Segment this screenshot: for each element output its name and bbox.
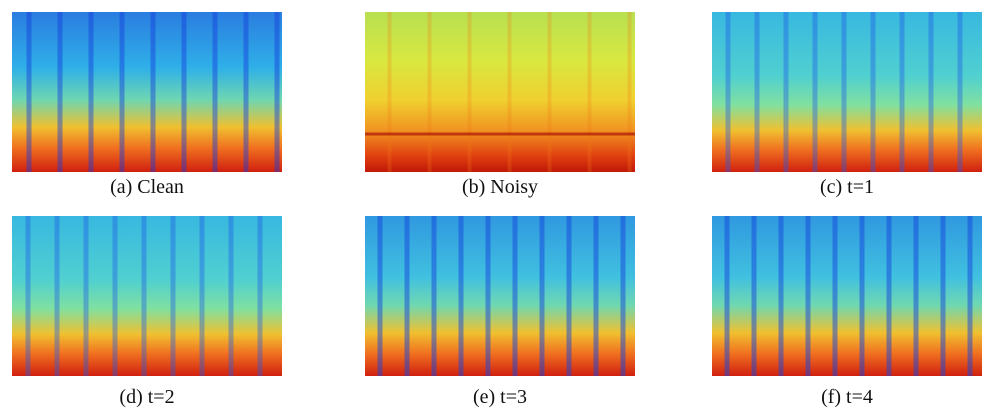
caption: (f) t=4 (821, 386, 873, 408)
spectrogram (712, 12, 982, 172)
spectrogram (365, 12, 635, 172)
spectrogram (365, 216, 635, 376)
caption: (a) Clean (110, 176, 184, 198)
spectrogram (12, 12, 282, 172)
caption: (b) Noisy (461, 176, 539, 198)
caption: (d) t=2 (119, 386, 175, 408)
spectrogram (712, 216, 982, 376)
caption: (c) t=1 (819, 176, 875, 198)
caption: (e) t=3 (472, 386, 528, 408)
spectrogram (12, 216, 282, 376)
